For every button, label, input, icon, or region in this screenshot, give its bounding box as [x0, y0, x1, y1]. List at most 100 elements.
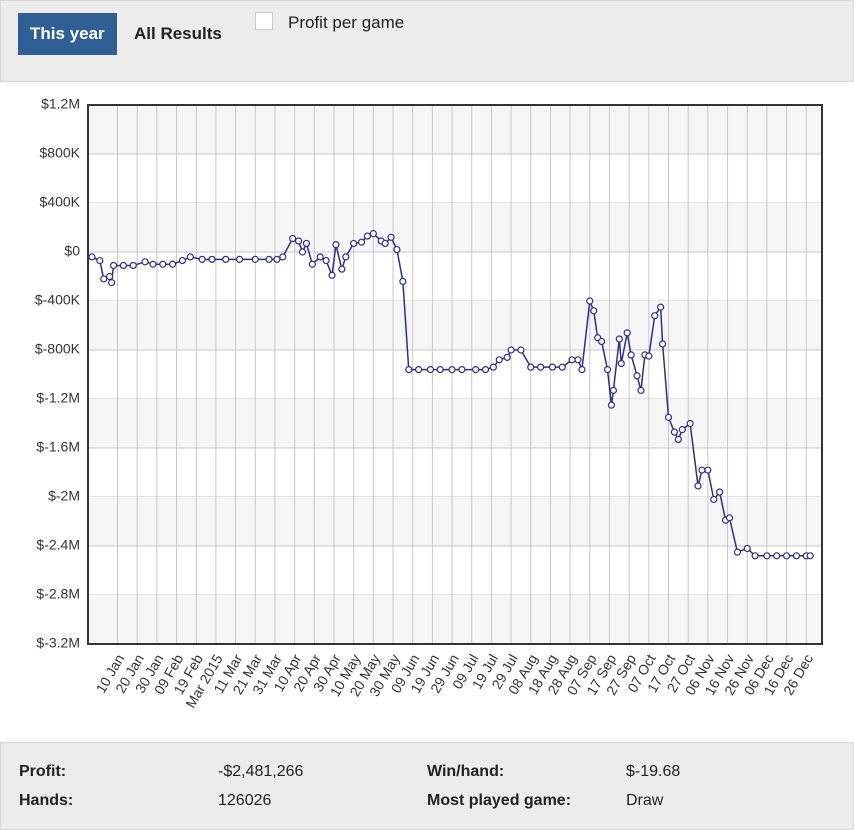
- point: [481, 366, 490, 374]
- point: [338, 265, 346, 273]
- point: [222, 255, 230, 263]
- point: [399, 277, 407, 285]
- point: [357, 238, 366, 246]
- point: [704, 466, 712, 474]
- point: [332, 241, 340, 249]
- point: [298, 248, 307, 256]
- y-tick-label: $-1.2M: [36, 390, 80, 406]
- point: [578, 366, 586, 374]
- point: [273, 255, 281, 263]
- y-tick-label: $400K: [40, 194, 81, 210]
- point: [686, 419, 694, 428]
- point: [568, 356, 576, 364]
- point: [381, 239, 389, 248]
- stats-panel: Profit: -$2,481,266 Win/hand: $-19.68 Hands:…: [0, 742, 854, 830]
- point: [169, 260, 177, 268]
- point: [495, 356, 503, 364]
- point: [694, 482, 702, 490]
- point: [615, 335, 623, 343]
- grid-band: [88, 301, 822, 350]
- point: [489, 363, 497, 371]
- stat-label: Win/hand:: [427, 763, 505, 780]
- point: [235, 255, 244, 263]
- grid-band: [88, 203, 822, 252]
- point: [633, 372, 641, 380]
- point: [806, 552, 814, 560]
- tab[interactable]: This year: [18, 13, 117, 55]
- point: [294, 237, 303, 245]
- y-tick-label: $-400K: [35, 292, 81, 308]
- point: [751, 552, 759, 560]
- y-tick-label: $-800K: [35, 341, 81, 357]
- stat-value: 126026: [218, 792, 272, 809]
- point: [598, 337, 606, 346]
- grid-band: [88, 497, 822, 546]
- point: [607, 401, 616, 409]
- point: [725, 514, 734, 522]
- point: [178, 256, 187, 265]
- point: [674, 435, 682, 444]
- point: [659, 340, 667, 348]
- y-tick-label: $800K: [40, 145, 81, 161]
- point: [119, 261, 128, 270]
- stat-value: -$2,481,266: [218, 763, 304, 780]
- point: [208, 255, 216, 263]
- point: [637, 386, 645, 395]
- point: [100, 275, 108, 283]
- point: [645, 352, 653, 360]
- point: [186, 253, 194, 261]
- point: [458, 366, 466, 374]
- point: [507, 346, 515, 354]
- point: [308, 260, 316, 268]
- point: [149, 260, 157, 268]
- point: [503, 353, 511, 361]
- y-tick-label: $-1.6M: [36, 439, 80, 455]
- point: [106, 272, 114, 281]
- checkbox-label[interactable]: Profit per game: [288, 13, 405, 32]
- point: [369, 230, 377, 238]
- point: [448, 366, 456, 374]
- stat-label: Profit:: [19, 763, 67, 780]
- point: [472, 366, 480, 374]
- point: [405, 366, 413, 374]
- point: [96, 256, 104, 265]
- point: [743, 544, 751, 553]
- point: [159, 260, 167, 268]
- point: [393, 245, 401, 254]
- point: [678, 426, 686, 434]
- point: [657, 303, 665, 311]
- point: [265, 255, 273, 263]
- point: [623, 329, 631, 337]
- tab[interactable]: All Results: [134, 24, 222, 43]
- point: [574, 356, 582, 364]
- point: [316, 253, 324, 261]
- point: [548, 363, 557, 371]
- point: [129, 261, 137, 270]
- point: [586, 297, 594, 305]
- checkbox[interactable]: [255, 12, 273, 30]
- point: [322, 256, 330, 265]
- point: [763, 552, 771, 560]
- grid-band: [88, 399, 822, 448]
- plot-background: [88, 105, 822, 644]
- point: [670, 428, 679, 436]
- point: [350, 239, 358, 248]
- point: [558, 363, 566, 371]
- point: [517, 346, 525, 354]
- point: [617, 359, 625, 368]
- point: [627, 351, 635, 359]
- point: [537, 363, 545, 371]
- point: [609, 386, 618, 395]
- point: [782, 552, 791, 560]
- point: [733, 548, 741, 556]
- point: [141, 258, 149, 266]
- y-tick-label: $-3.2M: [36, 635, 80, 651]
- point: [251, 255, 259, 263]
- stat-label: Most played game:: [427, 792, 572, 809]
- point: [289, 234, 297, 243]
- point: [710, 495, 718, 504]
- y-tick-label: $0: [64, 243, 80, 259]
- stat-label: Hands:: [19, 792, 74, 809]
- point: [716, 488, 724, 496]
- point: [88, 253, 96, 261]
